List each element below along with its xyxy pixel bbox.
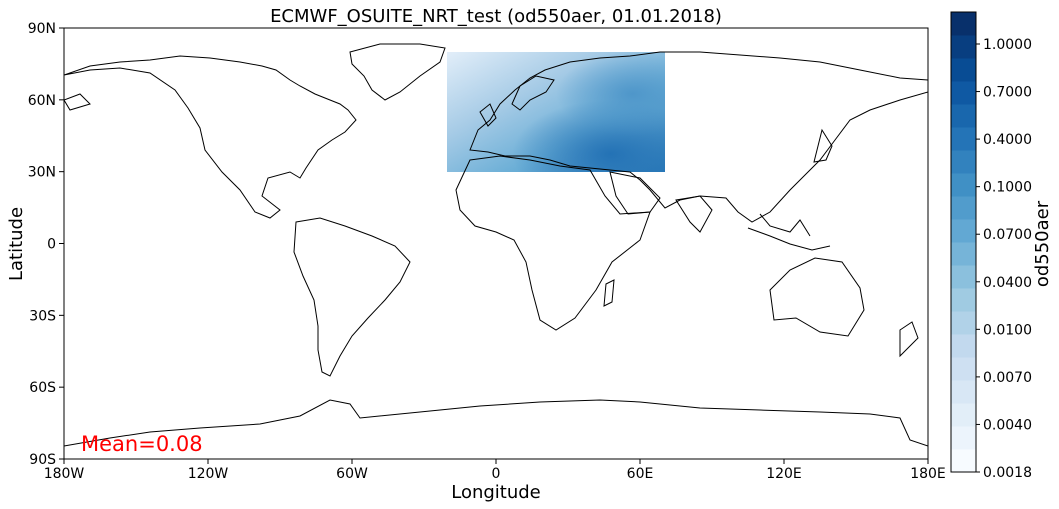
- colorbar-label: od550aer: [1032, 200, 1053, 287]
- coastline-australia: [769, 257, 865, 337]
- colorbar-tick-label: 0.1000: [983, 180, 1032, 196]
- colorbar-band: [951, 265, 976, 289]
- mean-annotation: Mean=0.08: [81, 432, 203, 456]
- colorbar-band: [951, 58, 976, 82]
- colorbar-band: [951, 242, 976, 266]
- colorbar-band: [951, 104, 976, 128]
- x-tick-label: 120E: [766, 466, 802, 482]
- coastline-arabia: [609, 171, 661, 215]
- colorbar-tick-label: 0.4000: [983, 132, 1032, 148]
- coastline-new-zealand: [899, 321, 919, 358]
- coastlines: [64, 43, 928, 447]
- colorbar-band: [951, 196, 976, 220]
- colorbar-tick-label: 0.0070: [983, 370, 1032, 386]
- colorbar-band: [951, 150, 976, 174]
- colorbar-tick-label: 0.0100: [983, 322, 1032, 338]
- coastline-antarctica: [64, 399, 928, 447]
- colorbar-band: [951, 311, 976, 335]
- x-tick-label: 60E: [627, 466, 654, 482]
- colorbar-band: [951, 449, 976, 473]
- coastline-eurasia: [469, 51, 928, 223]
- colorbar-band: [951, 127, 976, 151]
- coastline-indonesia: [747, 213, 831, 251]
- colorbar-band: [951, 35, 976, 59]
- colorbar-band: [951, 12, 976, 36]
- coastline-alaska: [64, 93, 91, 111]
- colorbar-band: [951, 288, 976, 312]
- coastline-south-america: [293, 217, 411, 377]
- coastline-scandinavia: [511, 75, 555, 111]
- x-tick-label: 180W: [44, 466, 85, 482]
- coastline-north-america: [64, 55, 357, 219]
- chart-title: ECMWF_OSUITE_NRT_test (od550aer, 01.01.2…: [270, 6, 722, 27]
- x-tick-label: 0: [492, 466, 501, 482]
- colorbar-frame: [950, 11, 977, 473]
- coastline-japan: [813, 128, 833, 163]
- y-tick-label: 30N: [28, 165, 56, 181]
- colorbar: [951, 12, 976, 473]
- colorbar-tick-label: 1.0000: [983, 37, 1032, 53]
- y-tick-label: 30S: [29, 308, 56, 324]
- colorbar-tick-label: 0.0700: [983, 227, 1032, 243]
- colorbar-band: [951, 403, 976, 427]
- aod-data-region: [447, 52, 665, 172]
- colorbar-band: [951, 426, 976, 450]
- coastline-africa: [455, 155, 651, 331]
- y-axis-ticks: 90N 60N 30N 0 30S 60S 90S: [28, 21, 64, 468]
- x-axis-label: Longitude: [451, 482, 541, 503]
- y-tick-label: 60S: [29, 380, 56, 396]
- y-tick-label: 60N: [28, 93, 56, 109]
- colorbar-band: [951, 380, 976, 404]
- colorbar-tick-label: 0.0400: [983, 275, 1032, 291]
- colorbar-band: [951, 357, 976, 381]
- colorbar-tick-label: 0.0018: [983, 465, 1032, 481]
- x-tick-label: 60W: [336, 466, 368, 482]
- coastline-british-isles: [479, 103, 497, 127]
- x-axis-ticks: 180W 120W 60W 0 60E 120E 180E: [44, 459, 946, 482]
- y-tick-label: 90S: [29, 452, 56, 468]
- x-tick-label: 120W: [188, 466, 229, 482]
- y-axis-label: Latitude: [6, 207, 27, 281]
- colorbar-tick-label: 0.7000: [983, 85, 1032, 101]
- x-tick-label: 180E: [910, 466, 946, 482]
- colorbar-band: [951, 173, 976, 197]
- colorbar-tick-label: 0.0040: [983, 417, 1032, 433]
- y-tick-label: 90N: [28, 21, 56, 37]
- coastline-madagascar: [603, 279, 615, 307]
- colorbar-band: [951, 334, 976, 358]
- colorbar-ticks: 1.0000 0.7000 0.4000 0.1000 0.0700 0.0400 0.01…: [976, 37, 1032, 481]
- coastline-india: [675, 195, 713, 233]
- colorbar-band: [951, 81, 976, 105]
- coastline-greenland: [349, 43, 446, 101]
- colorbar-band: [951, 219, 976, 243]
- y-tick-label: 0: [47, 237, 56, 253]
